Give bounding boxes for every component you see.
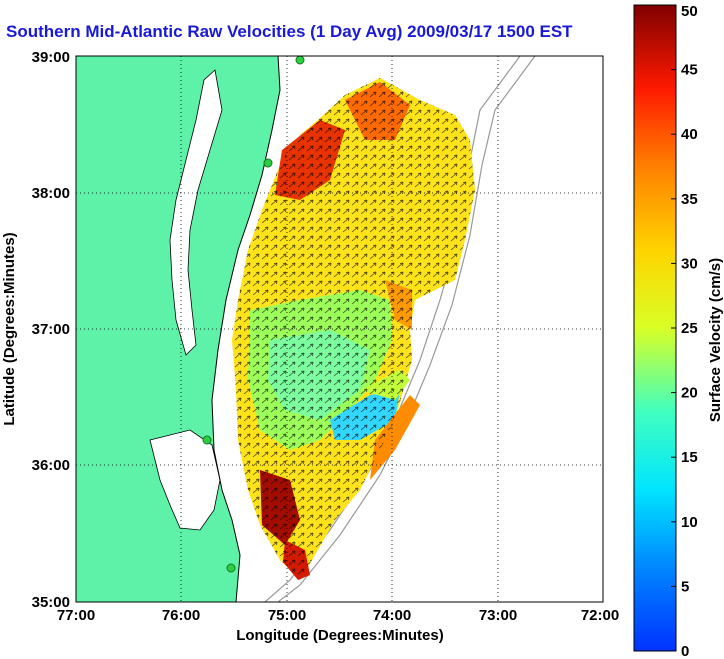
colorbar-tick-label: 30	[681, 255, 698, 272]
x-tick-label: 73:00	[479, 607, 517, 624]
gridlines	[76, 56, 603, 602]
colorbar-tick-label: 10	[681, 514, 698, 531]
plot-frame	[75, 55, 604, 603]
colorbar-tick-label: 50	[681, 3, 698, 20]
radar-station-marker	[226, 563, 236, 573]
y-tick-label: 38:00	[32, 185, 70, 202]
y-tick-label: 37:00	[32, 321, 70, 338]
x-axis-label: Longitude (Degrees:Minutes)	[236, 627, 444, 644]
sound-water	[149, 429, 221, 531]
radar-station-marker	[202, 435, 212, 445]
chesapeake-bay	[169, 69, 223, 356]
y-tick-label: 39:00	[32, 49, 70, 66]
y-tick-label: 35:00	[32, 594, 70, 611]
x-tick-label: 72:00	[581, 607, 619, 624]
colorbar: 0 5 10 15 20 25 30 35 40 45 50 Surface Velocity (c…	[633, 3, 724, 659]
colorbar-tick-label: 35	[681, 191, 698, 208]
x-tick-label: 77:00	[57, 607, 95, 624]
y-tick-label: 36:00	[32, 457, 70, 474]
colorbar-tick-label: 15	[681, 449, 698, 466]
radar-station-marker	[263, 158, 273, 168]
map-title: Southern Mid-Atlantic Raw Velocities (1 …	[6, 22, 573, 41]
colorbar-tick-label: 20	[681, 385, 698, 402]
colorbar-tick-label: 45	[681, 62, 698, 79]
x-axis: 77:00 76:00 75:00 74:00 73:00 72:00 Long…	[57, 607, 619, 644]
x-tick-label: 74:00	[373, 607, 411, 624]
colorbar-tick-label: 5	[681, 578, 689, 595]
coastline	[211, 56, 281, 602]
y-axis-label: Latitude (Degrees:Minutes)	[1, 232, 18, 425]
colorbar-tick-label: 0	[681, 643, 689, 659]
colorbar-tick-label: 40	[681, 126, 698, 143]
y-axis: 35:00 36:00 37:00 38:00 39:00 Latitude (…	[1, 49, 70, 611]
velocity-field	[232, 78, 475, 580]
colorbar-gradient	[633, 4, 677, 652]
x-tick-label: 75:00	[268, 607, 306, 624]
colorbar-tick-label: 25	[681, 320, 698, 337]
colorbar-label: Surface Velocity (cm/s)	[707, 258, 724, 422]
bathymetry-contour	[277, 56, 536, 602]
land-mass	[76, 56, 280, 602]
radar-station-marker	[295, 56, 305, 65]
x-tick-label: 76:00	[162, 607, 200, 624]
